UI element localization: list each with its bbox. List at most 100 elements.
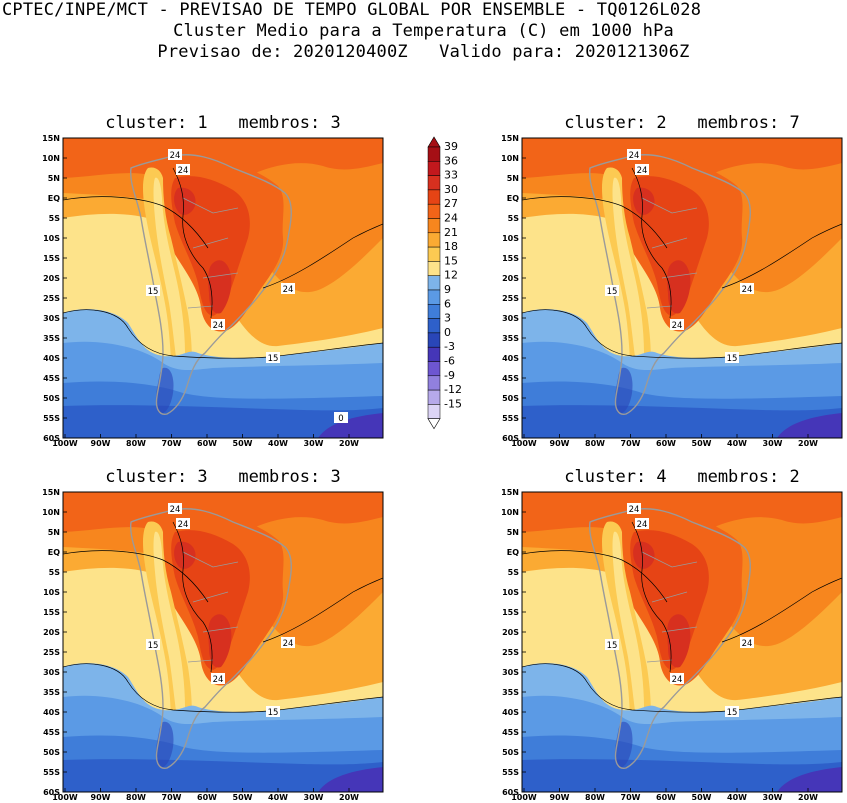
- lat-tick-label: 50S: [43, 394, 60, 403]
- colorbar-label: 39: [444, 140, 458, 153]
- lat-tick-label: 30S: [43, 668, 60, 677]
- lat-tick-label: 15S: [43, 254, 60, 263]
- contour-label: 24: [170, 505, 181, 515]
- colorbar-label: -9: [444, 369, 455, 382]
- contour-label: 24: [283, 639, 294, 649]
- contour-label-box: [740, 637, 754, 648]
- lat-tick-label: 10S: [502, 588, 519, 597]
- lon-tick-label: 80W: [126, 793, 146, 802]
- panel-3-map: [62, 491, 384, 793]
- colorbar-swatch: [427, 203, 441, 219]
- colorbar-swatch: [427, 389, 441, 405]
- lon-tick-label: 100W: [52, 439, 78, 448]
- header-line-2: Cluster Medio para a Temperatura (C) em …: [173, 21, 674, 41]
- contour-label-box: [211, 673, 225, 684]
- colorbar-label: 21: [444, 226, 458, 239]
- lat-tick-label: 50S: [502, 748, 519, 757]
- contour-label-box: [146, 285, 160, 296]
- lon-tick-label: 30W: [304, 439, 324, 448]
- contour-label: 24: [637, 166, 648, 176]
- lat-tick-label: 60S: [502, 434, 519, 443]
- lat-tick-label: 45S: [43, 374, 60, 383]
- colorbar-swatch: [427, 332, 441, 348]
- contour-label-box: [168, 149, 182, 160]
- colorbar-swatch: [427, 318, 441, 334]
- panel-1-title: cluster: 1 membros: 3: [105, 113, 341, 133]
- lat-tick-label: 60S: [43, 788, 60, 797]
- colorbar-label: 12: [444, 269, 458, 282]
- lat-tick-label: 10S: [43, 234, 60, 243]
- panel-2-map: [521, 137, 843, 439]
- lat-tick-label: 5S: [508, 568, 520, 577]
- contour-label-box: [211, 319, 225, 330]
- lat-tick-label: EQ: [507, 548, 519, 557]
- colorbar-label: 9: [444, 283, 451, 296]
- contour-label: 24: [637, 520, 648, 530]
- colorbar-top-arrow: [427, 136, 441, 148]
- colorbar-label: -6: [444, 355, 455, 368]
- lat-tick-label: EQ: [48, 194, 60, 203]
- contour-label: 24: [213, 321, 224, 331]
- lon-tick-label: 50W: [692, 793, 712, 802]
- contour-label-box: [740, 283, 754, 294]
- lat-tick-label: 25S: [43, 294, 60, 303]
- lat-tick-label: 10S: [43, 588, 60, 597]
- panel-2-title: cluster: 2 membros: 7: [564, 113, 800, 133]
- lat-tick-label: 45S: [502, 374, 519, 383]
- lat-tick-label: 50S: [43, 748, 60, 757]
- contour-label-box: [725, 706, 739, 717]
- contour-label: 24: [629, 151, 640, 161]
- contour-label-box: [627, 149, 641, 160]
- colorbar-swatch: [427, 275, 441, 291]
- panel-1-map: [62, 137, 384, 439]
- lat-tick-label: 30S: [502, 314, 519, 323]
- lat-tick-label: 10N: [42, 154, 60, 163]
- contour-label-box: [605, 639, 619, 650]
- lat-tick-label: 5N: [507, 528, 519, 537]
- lon-tick-label: 100W: [511, 439, 537, 448]
- colorbar-bottom-arrow: [427, 418, 441, 430]
- lat-tick-label: EQ: [507, 194, 519, 203]
- lat-tick-label: 55S: [502, 414, 519, 423]
- lat-tick-label: 30S: [502, 668, 519, 677]
- lat-tick-label: 25S: [43, 648, 60, 657]
- contour-label: 24: [213, 675, 224, 685]
- panel-3-title: cluster: 3 membros: 3: [105, 467, 341, 487]
- lon-tick-label: 50W: [233, 439, 253, 448]
- contour-label-box: [334, 412, 348, 423]
- contour-label: 15: [148, 641, 159, 651]
- lat-tick-label: 40S: [502, 708, 519, 717]
- lat-tick-label: 35S: [43, 688, 60, 697]
- lon-tick-label: 30W: [763, 439, 783, 448]
- lat-tick-label: 60S: [502, 788, 519, 797]
- lon-tick-label: 50W: [692, 439, 712, 448]
- lon-tick-label: 80W: [126, 439, 146, 448]
- lat-tick-label: 45S: [43, 728, 60, 737]
- lat-tick-label: 15S: [43, 608, 60, 617]
- lon-tick-label: 90W: [550, 439, 570, 448]
- lat-tick-label: 15N: [42, 134, 60, 143]
- lon-tick-label: 60W: [197, 793, 217, 802]
- lon-tick-label: 100W: [52, 793, 78, 802]
- lon-tick-label: 80W: [585, 439, 605, 448]
- header-line-3: Previsao de: 2020120400Z Valido para: 20…: [157, 42, 690, 62]
- colorbar-label: 0: [444, 326, 451, 339]
- contour-label-box: [168, 503, 182, 514]
- lat-tick-label: 5S: [508, 214, 520, 223]
- lon-tick-label: 60W: [656, 439, 676, 448]
- lon-tick-label: 30W: [763, 793, 783, 802]
- contour-label: 15: [727, 354, 738, 364]
- contour-label: 24: [283, 285, 294, 295]
- contour-label: 24: [170, 151, 181, 161]
- contour-label-box: [266, 352, 280, 363]
- lon-tick-label: 70W: [621, 793, 641, 802]
- contour-label: 24: [742, 639, 753, 649]
- lat-tick-label: 5S: [49, 214, 61, 223]
- lon-tick-label: 20W: [798, 793, 818, 802]
- colorbar-swatch: [427, 404, 441, 419]
- colorbar-swatch: [427, 304, 441, 319]
- lat-tick-label: 50S: [502, 394, 519, 403]
- lon-tick-label: 100W: [511, 793, 537, 802]
